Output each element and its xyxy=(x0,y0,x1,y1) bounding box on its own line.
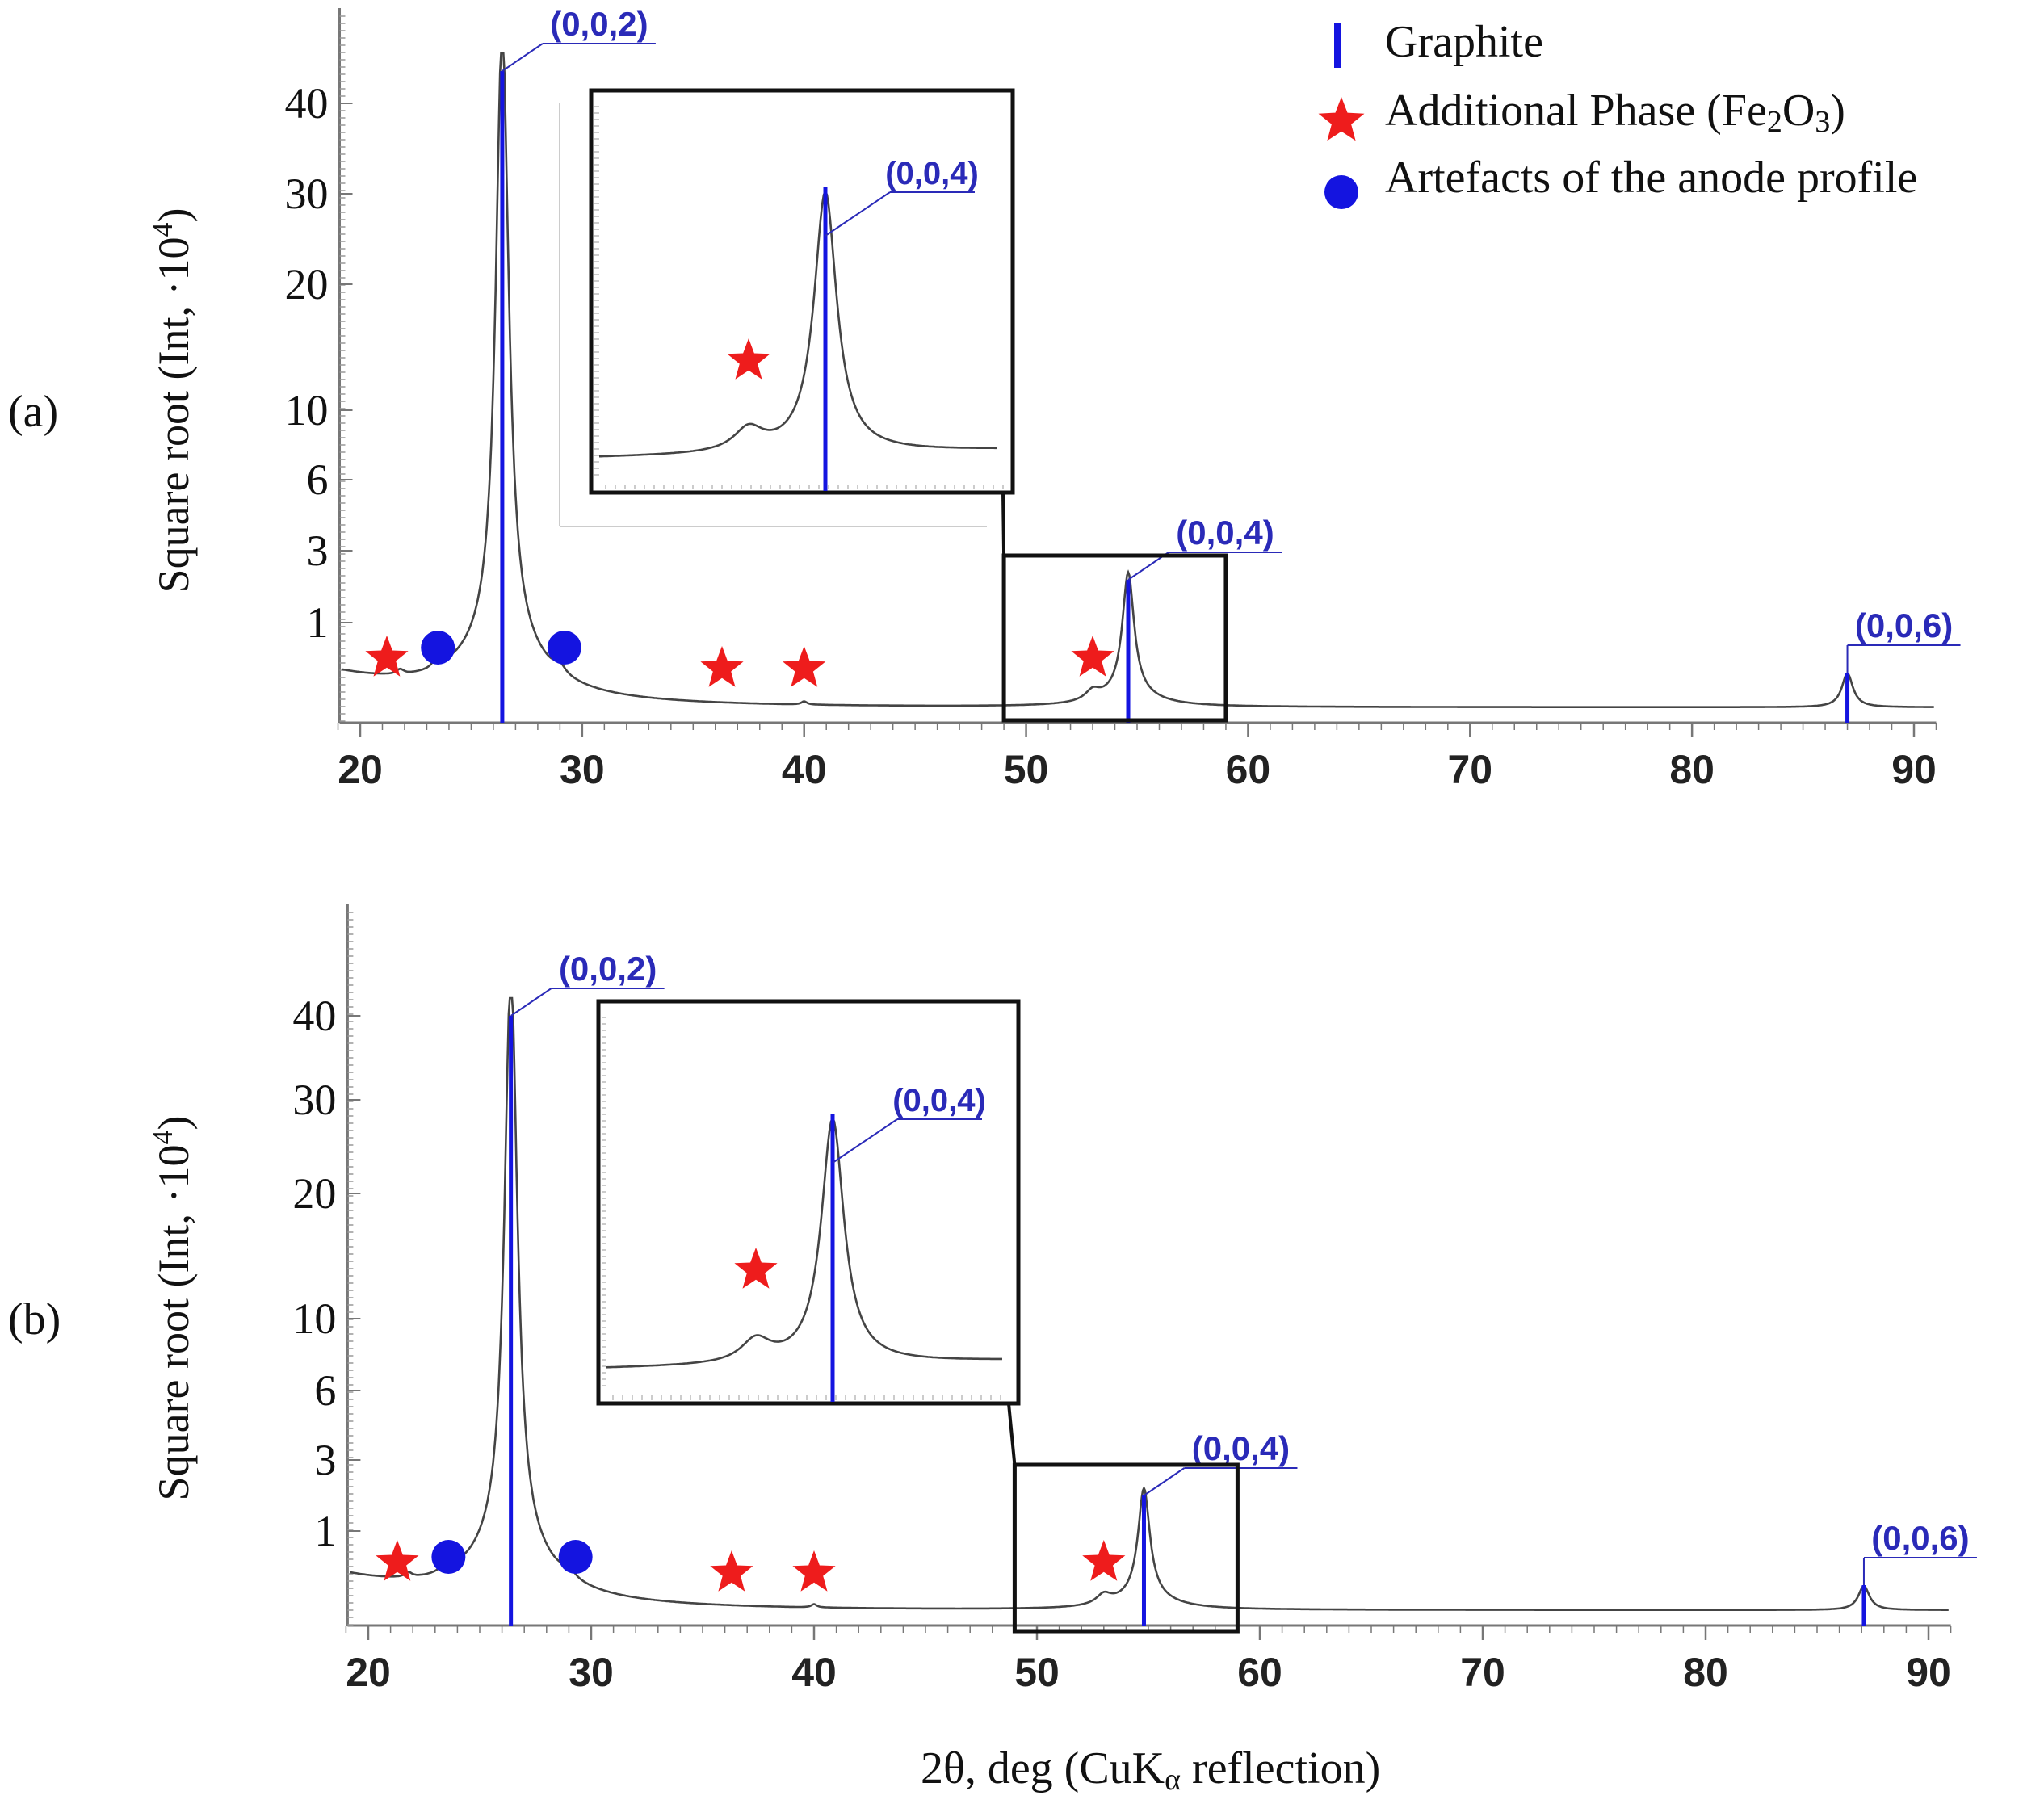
y-tick-label: 6 xyxy=(307,455,329,504)
legend-artefact-dot-icon xyxy=(1324,175,1358,209)
inset-connector-line xyxy=(1007,1403,1017,1466)
y-axis-title-sup: 4 xyxy=(146,223,178,237)
inset-hkl-label: (0,0,4) xyxy=(892,1083,986,1118)
x-tick-label: 90 xyxy=(1891,747,1937,792)
inset-fe2o3-star-marker xyxy=(727,338,770,380)
artefact-dot-marker xyxy=(421,631,455,665)
zoom-region-box xyxy=(1001,553,1228,723)
panel-b: (b) Square root (Int, ·104) 1 3 6 10 20 30 40 20 3… xyxy=(8,904,1977,1695)
x-tick-label: 30 xyxy=(569,1650,614,1695)
y-tick-label: 10 xyxy=(285,386,329,434)
hkl-label: (0,0,4) xyxy=(1176,514,1274,552)
x-axis-title-sub: α xyxy=(1165,1763,1181,1797)
legend-graphite-label: Graphite xyxy=(1385,17,1543,67)
x-tick-label: 60 xyxy=(1237,1650,1282,1695)
hkl-label: (0,0,2) xyxy=(550,5,648,43)
legend-fe2o3-sub2: 3 xyxy=(1815,105,1830,139)
inset-connector-line xyxy=(1001,492,1006,556)
fe2o3-star-marker xyxy=(1071,636,1114,677)
y-axis-title-tail: ) xyxy=(149,1116,198,1131)
y-tick-label: 20 xyxy=(292,1169,336,1218)
panel-a: (a) Square root (Int, ·104) 1 3 6 10 20 30 40 20 3… xyxy=(8,5,1961,792)
hkl-label: (0,0,6) xyxy=(1871,1519,1969,1557)
legend-fe2o3-mid: O xyxy=(1782,86,1815,136)
legend: Graphite Additional Phase (Fe2O3) Artefa… xyxy=(1318,17,1917,209)
inset-frame xyxy=(589,88,1015,495)
x-tick-label: 50 xyxy=(1014,1650,1060,1695)
fe2o3-star-marker xyxy=(783,646,826,687)
hkl-label: (0,0,2) xyxy=(559,950,657,988)
y-tick-label: 6 xyxy=(314,1366,336,1415)
y-tick-label: 1 xyxy=(314,1507,336,1555)
inset-fe2o3-star-marker xyxy=(734,1248,778,1289)
inset-hkl-label: (0,0,4) xyxy=(885,156,979,191)
hkl-leader-line xyxy=(510,988,552,1017)
inset-hkl-leader-line xyxy=(825,191,891,237)
fe2o3-star-marker xyxy=(365,636,409,677)
y-axis-title-main: Square root (Int, ·10 xyxy=(149,237,198,594)
x-tick-label: 40 xyxy=(791,1650,837,1695)
hkl-leader-line xyxy=(1143,1467,1186,1496)
x-tick-label: 30 xyxy=(560,747,605,792)
y-tick-label: 40 xyxy=(285,79,329,128)
fe2o3-star-marker xyxy=(1082,1540,1126,1581)
y-tick-label: 30 xyxy=(292,1076,336,1124)
fe2o3-star-marker xyxy=(710,1550,753,1592)
x-axis-title-tail: reflection) xyxy=(1181,1743,1380,1793)
artefact-dot-marker xyxy=(558,1540,593,1574)
hkl-label: (0,0,4) xyxy=(1192,1429,1290,1467)
legend-fe2o3-sub1: 2 xyxy=(1767,105,1782,139)
x-tick-label: 80 xyxy=(1669,747,1715,792)
legend-fe2o3-prefix: Additional Phase (Fe xyxy=(1385,86,1767,136)
hkl-leader-line xyxy=(502,43,544,72)
inset-diffraction-trace xyxy=(599,188,997,458)
y-axis-title: Square root (Int, ·104) xyxy=(146,1116,198,1501)
artefact-dot-marker xyxy=(431,1540,466,1574)
x-tick-label: 70 xyxy=(1460,1650,1505,1695)
legend-fe2o3-label: Additional Phase (Fe2O3) xyxy=(1385,86,1845,139)
x-tick-label: 50 xyxy=(1004,747,1049,792)
fe2o3-star-marker xyxy=(376,1540,419,1581)
hkl-label: (0,0,6) xyxy=(1855,606,1953,644)
x-axis-title: 2θ, deg (CuKα reflection) xyxy=(921,1743,1380,1797)
inset-frame xyxy=(596,999,1021,1406)
x-tick-label: 40 xyxy=(782,747,827,792)
legend-graphite-swatch xyxy=(1334,23,1341,68)
y-axis-title-sup: 4 xyxy=(146,1131,178,1145)
y-axis-title-tail: ) xyxy=(149,208,198,223)
x-tick-label: 60 xyxy=(1226,747,1271,792)
y-tick-label: 1 xyxy=(307,598,329,647)
panel-label: (a) xyxy=(8,387,58,437)
y-axis-title: Square root (Int, ·104) xyxy=(146,208,198,594)
panel-label: (b) xyxy=(8,1294,61,1344)
legend-fe2o3-star-icon xyxy=(1318,97,1365,141)
x-tick-label: 70 xyxy=(1447,747,1492,792)
x-tick-label: 80 xyxy=(1683,1650,1728,1695)
legend-artefacts-label: Artefacts of the anode profile xyxy=(1385,153,1917,203)
y-tick-label: 10 xyxy=(292,1294,336,1343)
y-tick-label: 3 xyxy=(314,1436,336,1484)
x-tick-label: 20 xyxy=(346,1650,391,1695)
inset-hkl-leader-line xyxy=(832,1118,898,1164)
y-tick-label: 40 xyxy=(292,992,336,1040)
artefact-dot-marker xyxy=(547,631,581,665)
x-tick-label: 20 xyxy=(338,747,383,792)
y-tick-label: 30 xyxy=(285,170,329,218)
inset-diffraction-trace xyxy=(606,1115,1002,1369)
y-tick-label: 3 xyxy=(307,526,329,575)
fe2o3-star-marker xyxy=(700,646,744,687)
x-axis-title-main: 2θ, deg (CuK xyxy=(921,1743,1165,1793)
legend-fe2o3-suffix: ) xyxy=(1830,86,1845,136)
diffraction-trace xyxy=(350,996,1949,1611)
y-axis-title-main: Square root (Int, ·10 xyxy=(149,1145,198,1501)
y-tick-label: 20 xyxy=(285,260,329,308)
zoom-region-box xyxy=(1012,1462,1240,1634)
x-tick-label: 90 xyxy=(1906,1650,1951,1695)
diffraction-trace xyxy=(342,52,1934,708)
fe2o3-star-marker xyxy=(792,1550,836,1592)
